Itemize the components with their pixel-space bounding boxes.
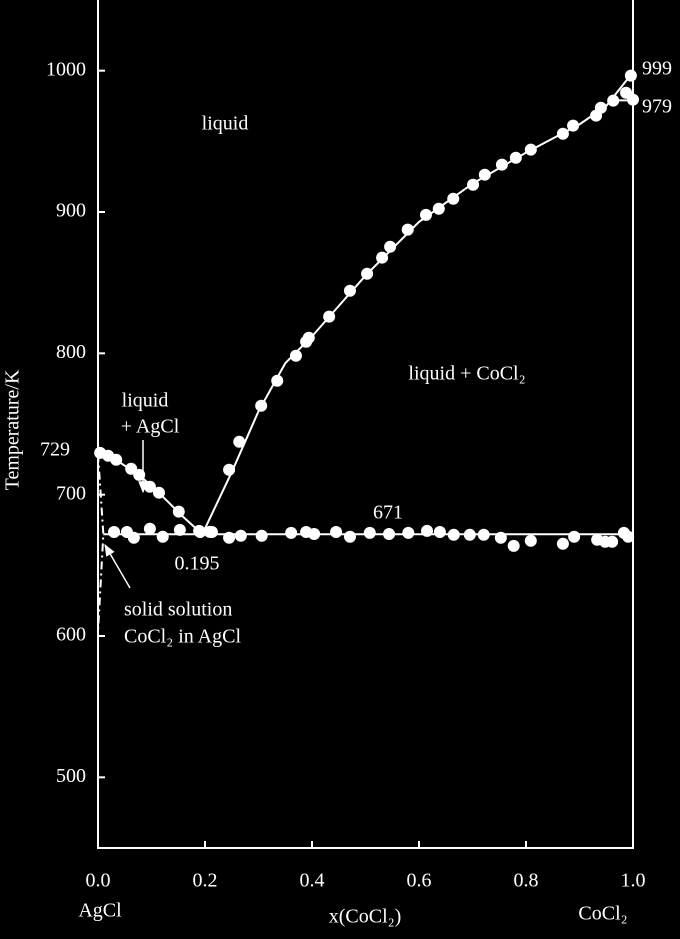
- x-tick-label: 0.6: [407, 870, 432, 892]
- x-tick-label: 1.0: [621, 870, 646, 892]
- annotation: CoCl₂ in AgCl: [124, 626, 241, 648]
- x-tick-label: 0.0: [86, 870, 111, 892]
- x-tick-label: 0.2: [193, 870, 218, 892]
- y-tick-label: 700: [56, 482, 86, 504]
- data-point: [343, 530, 356, 543]
- annotation: 671: [373, 502, 403, 524]
- data-point: [330, 525, 343, 538]
- data-point: [556, 537, 569, 550]
- y-tick-label: 1000: [46, 58, 86, 80]
- arrow: [104, 543, 131, 589]
- data-point: [302, 331, 315, 344]
- annotation: + AgCl: [121, 416, 180, 438]
- phase-line: [97, 452, 203, 535]
- end-label: CoCl₂: [578, 903, 627, 925]
- data-point: [233, 435, 246, 448]
- annotation: 0.195: [175, 553, 220, 575]
- data-point: [568, 530, 581, 543]
- data-point: [289, 349, 302, 362]
- data-point: [156, 530, 169, 543]
- data-point: [524, 534, 537, 547]
- data-point: [622, 530, 635, 543]
- data-point: [419, 208, 432, 221]
- y-axis-label: Temperature/K: [2, 369, 24, 490]
- data-point: [402, 526, 415, 539]
- axes-frame: [97, 0, 634, 849]
- annotation: 729: [40, 439, 70, 461]
- y-tick-label: 900: [56, 200, 86, 222]
- data-point: [205, 525, 218, 538]
- data-point: [108, 525, 121, 538]
- data-point: [143, 480, 156, 493]
- y-tick-label: 600: [56, 624, 86, 646]
- data-point: [285, 526, 298, 539]
- data-point: [606, 535, 619, 548]
- data-point: [234, 529, 247, 542]
- data-point: [384, 240, 397, 253]
- data-point: [401, 223, 414, 236]
- end-label: AgCl: [78, 900, 122, 922]
- phase-line: [201, 71, 634, 535]
- x-tick-label: 0.4: [300, 870, 325, 892]
- data-point: [255, 529, 268, 542]
- annotation: liquid: [202, 113, 249, 135]
- x-axis-label: x(CoCl₂): [329, 906, 402, 928]
- y-tick-label: 800: [56, 341, 86, 363]
- data-point: [433, 525, 446, 538]
- annotation: solid solution: [124, 599, 232, 621]
- data-point: [343, 284, 356, 297]
- x-tick-label: 0.8: [514, 870, 539, 892]
- data-point: [173, 523, 186, 536]
- annotation: liquid: [122, 390, 169, 412]
- data-point: [507, 539, 520, 552]
- y-tick-label: 500: [56, 765, 86, 787]
- data-point: [143, 522, 156, 535]
- annotation: 979: [642, 96, 672, 118]
- data-point: [363, 526, 376, 539]
- phase-line: [97, 453, 105, 632]
- annotation: liquid + CoCl₂: [408, 363, 525, 385]
- annotation: 999: [642, 58, 672, 80]
